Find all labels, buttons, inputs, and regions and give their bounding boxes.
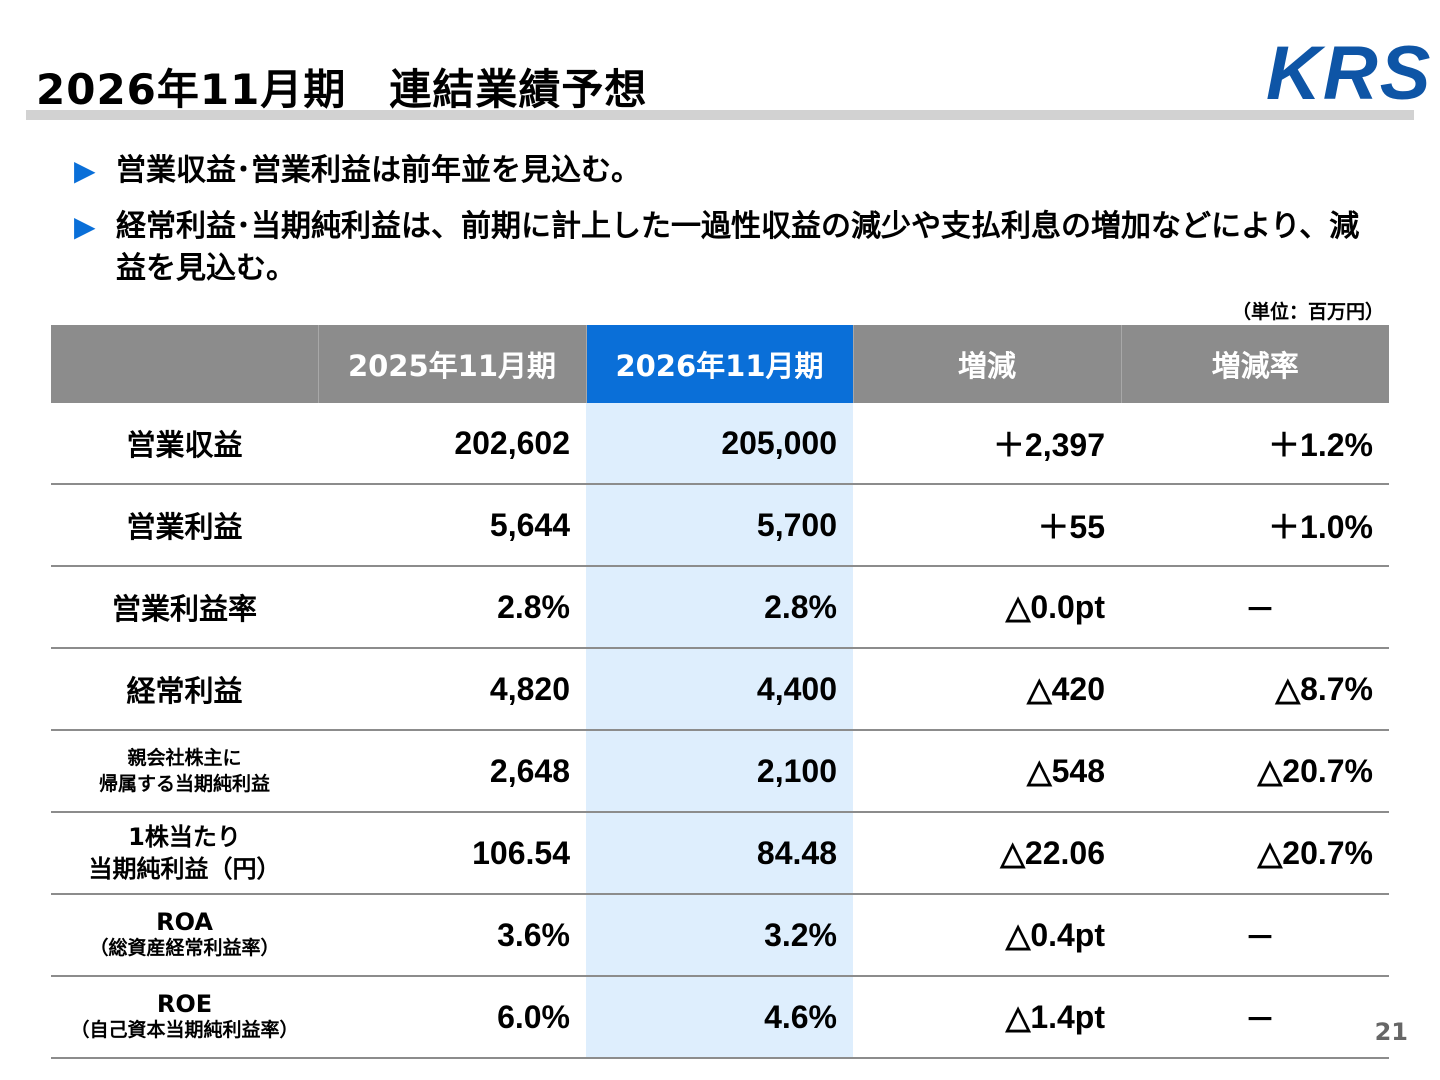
curr-value: 84.48 [586, 812, 853, 895]
prev-value: 5,644 [318, 484, 586, 567]
curr-value: 2,100 [586, 730, 853, 813]
change-rate-value: － [1121, 894, 1389, 977]
bullet-text-1: 営業収益･営業利益は前年並を見込む。 [116, 153, 641, 188]
unit-note: （単位：百万円） [1231, 301, 1384, 323]
bullet-text-2: 経常利益･当期純利益は、前期に計上した一過性収益の減少や支払利息の増加などにより… [116, 209, 1360, 286]
change-value: △0.4pt [853, 894, 1121, 977]
table-row: ROE （自己資本当期純利益率） 6.0% 4.6% △1.4pt － [51, 976, 1389, 1059]
triangle-right-icon: ▶ [74, 154, 96, 187]
company-logo: KRS [1266, 31, 1433, 116]
row-label-line-1: ROE [156, 990, 213, 1018]
table-row: 経常利益 4,820 4,400 △420 △8.7% [51, 648, 1389, 731]
change-value: △420 [853, 648, 1121, 731]
header-change: 増減 [853, 325, 1122, 403]
change-value: ＋2,397 [853, 403, 1121, 485]
prev-value: 2,648 [318, 730, 586, 813]
table-row: 1株当たり 当期純利益（円） 106.54 84.48 △22.06 △20.7… [51, 812, 1389, 895]
row-label: ROA （総資産経常利益率） [51, 894, 318, 977]
title-underline [26, 110, 1414, 120]
row-label-line-1: 親会社株主に [127, 747, 242, 769]
prev-value: 106.54 [318, 812, 586, 895]
change-value: △0.0pt [853, 566, 1121, 649]
header-prev-period: 2025年11月期 [318, 325, 587, 403]
curr-value: 205,000 [586, 403, 853, 485]
row-label: 営業収益 [51, 403, 318, 485]
change-rate-value: ＋1.2% [1121, 403, 1389, 485]
triangle-right-icon: ▶ [74, 210, 96, 243]
change-rate-value: △20.7% [1121, 730, 1389, 813]
row-label: 経常利益 [51, 648, 318, 731]
table-row: 営業収益 202,602 205,000 ＋2,397 ＋1.2% [51, 403, 1389, 485]
prev-value: 3.6% [318, 894, 586, 977]
change-value: △548 [853, 730, 1121, 813]
table-row: ROA （総資産経常利益率） 3.6% 3.2% △0.4pt － [51, 894, 1389, 977]
header-curr-period: 2026年11月期 [586, 325, 854, 403]
row-label: 営業利益率 [51, 566, 318, 649]
change-value: △22.06 [853, 812, 1121, 895]
row-label-line-2: （自己資本当期純利益率） [70, 1019, 299, 1041]
page-number: 21 [1374, 1018, 1408, 1046]
prev-value: 202,602 [318, 403, 586, 485]
row-label: 親会社株主に 帰属する当期純利益 [51, 730, 318, 813]
change-rate-value: － [1121, 976, 1389, 1059]
row-label: 1株当たり 当期純利益（円） [51, 812, 318, 895]
change-rate-value: ＋1.0% [1121, 484, 1389, 567]
row-label: ROE （自己資本当期純利益率） [51, 976, 318, 1059]
curr-value: 3.2% [586, 894, 853, 977]
curr-value: 4.6% [586, 976, 853, 1059]
table-row: 親会社株主に 帰属する当期純利益 2,648 2,100 △548 △20.7% [51, 730, 1389, 813]
prev-value: 2.8% [318, 566, 586, 649]
prev-value: 6.0% [318, 976, 586, 1059]
slide-title: 2026年11月期 連結業績予想 [36, 65, 648, 114]
bullet-point-1: ▶ 営業収益･営業利益は前年並を見込む。 [74, 150, 1376, 192]
header-label-cell [51, 325, 319, 403]
change-value: △1.4pt [853, 976, 1121, 1059]
bullet-point-2: ▶ 経常利益･当期純利益は、前期に計上した一過性収益の減少や支払利息の増加などに… [74, 206, 1376, 290]
curr-value: 5,700 [586, 484, 853, 567]
table-header-row: 2025年11月期 2026年11月期 増減 増減率 [51, 325, 1389, 403]
row-label-line-2: 帰属する当期純利益 [98, 773, 270, 795]
change-value: ＋55 [853, 484, 1121, 567]
change-rate-value: △20.7% [1121, 812, 1389, 895]
change-rate-value: － [1121, 566, 1389, 649]
row-label-line-1: ROA [156, 908, 213, 936]
curr-value: 2.8% [586, 566, 853, 649]
curr-value: 4,400 [586, 648, 853, 731]
table-row: 営業利益 5,644 5,700 ＋55 ＋1.0% [51, 484, 1389, 567]
row-label-line-1: 1株当たり [128, 823, 241, 851]
header-change-rate: 増減率 [1121, 325, 1389, 403]
table-row: 営業利益率 2.8% 2.8% △0.0pt － [51, 566, 1389, 649]
row-label: 営業利益 [51, 484, 318, 567]
row-label-line-2: 当期純利益（円） [88, 855, 281, 883]
change-rate-value: △8.7% [1121, 648, 1389, 731]
forecast-table: 2025年11月期 2026年11月期 増減 増減率 営業収益 202,602 … [51, 325, 1389, 1059]
prev-value: 4,820 [318, 648, 586, 731]
row-label-line-2: （総資産経常利益率） [89, 937, 280, 959]
